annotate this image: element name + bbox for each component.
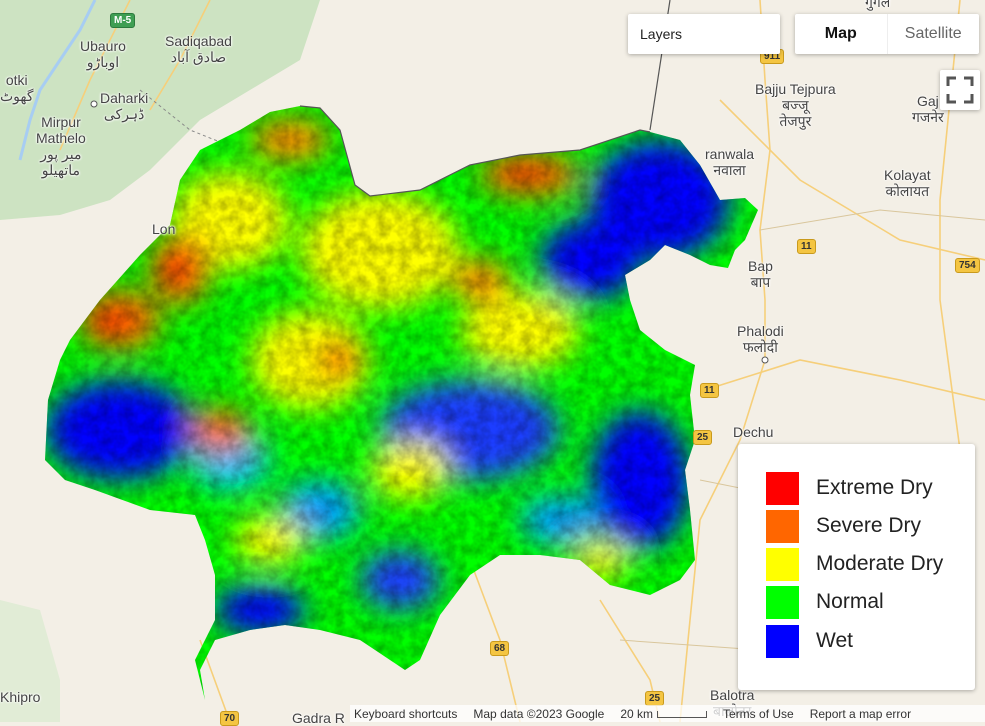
satellite-button[interactable]: Satellite [886, 14, 980, 54]
legend-item-severe-dry: Severe Dry [766, 509, 922, 543]
map-data-credit: Map data ©2023 Google [473, 706, 605, 721]
legend-swatch [766, 585, 799, 619]
indus-river [18, 0, 97, 161]
place-label-ubauro: Ubauro اوباڑو [80, 38, 126, 70]
legend-swatch [766, 624, 799, 658]
fullscreen-icon [946, 76, 974, 104]
road-shield-m5: M-5 [110, 13, 136, 28]
place-label-mirpur-mathelo: Mirpur Mathelo میر پور ماتھیلو [36, 114, 86, 178]
legend-label: Wet [816, 629, 853, 652]
place-label-otki: otki گھوٹ [0, 72, 34, 104]
legend-panel: Extreme Dry Severe Dry Moderate Dry Norm… [738, 444, 975, 690]
place-label-ranwala: ranwala नवाला [705, 146, 755, 178]
legend-item-extreme-dry: Extreme Dry [766, 471, 933, 505]
layers-dropdown[interactable]: Layers [628, 14, 780, 54]
place-label-gajner: Gaj गजनेर [912, 93, 944, 125]
road-shield-25a: 25 [693, 430, 713, 445]
legend-item-normal: Normal [766, 585, 884, 619]
vegetation-area [0, 0, 320, 220]
map-type-control: Map Satellite [795, 14, 979, 54]
place-label-bap: Bap बाप [748, 258, 773, 290]
road-shield-11b: 11 [700, 383, 719, 398]
fullscreen-button[interactable] [940, 70, 980, 110]
legend-swatch [766, 547, 799, 581]
place-label-kolayat: Kolayat कोलायत [884, 167, 931, 199]
map-button[interactable]: Map [824, 25, 857, 42]
place-label-gadra: Gadra R [292, 710, 345, 726]
legend-swatch [766, 471, 799, 505]
legend-label: Moderate Dry [816, 552, 944, 575]
place-label-lon: Lon [152, 221, 176, 237]
town-dot-daharki [90, 100, 98, 108]
legend-label: Severe Dry [816, 514, 922, 537]
terms-link[interactable]: Terms of Use [723, 706, 794, 721]
road-shield-70: 70 [220, 711, 240, 726]
place-label-dechu: Dechu [733, 424, 774, 440]
place-label-top: गुगल [865, 0, 891, 10]
road-shield-68: 68 [490, 641, 510, 656]
legend-label: Normal [816, 590, 884, 613]
region-border [299, 105, 651, 197]
legend-label: Extreme Dry [816, 476, 933, 499]
place-label-bajju: Bajju Tejpura बज्जू तेजपुर [755, 81, 836, 129]
town-dot-phalodi [761, 356, 769, 364]
legend-item-moderate-dry: Moderate Dry [766, 547, 944, 581]
road-shield-11a: 11 [797, 239, 816, 254]
scale-indicator[interactable]: 20 km [620, 707, 708, 721]
vegetation-area-south [0, 600, 60, 722]
keyboard-shortcuts-link[interactable]: Keyboard shortcuts [354, 706, 458, 721]
place-label-sadiqabad: Sadiqabad صادق آباد [165, 33, 232, 65]
road-shield-25b: 25 [645, 691, 665, 706]
legend-swatch [766, 509, 799, 543]
road-shield-754: 754 [955, 258, 980, 273]
place-label-daharki: Daharki ڈہرکی [100, 90, 149, 122]
place-label-khipro: Khipro [0, 689, 41, 705]
place-label-phalodi: Phalodi फलोदी [737, 323, 784, 355]
attribution-bar: Keyboard shortcuts Map data ©2023 Google… [350, 705, 985, 722]
report-error-link[interactable]: Report a map error [809, 706, 912, 721]
legend-item-wet: Wet [766, 624, 853, 658]
